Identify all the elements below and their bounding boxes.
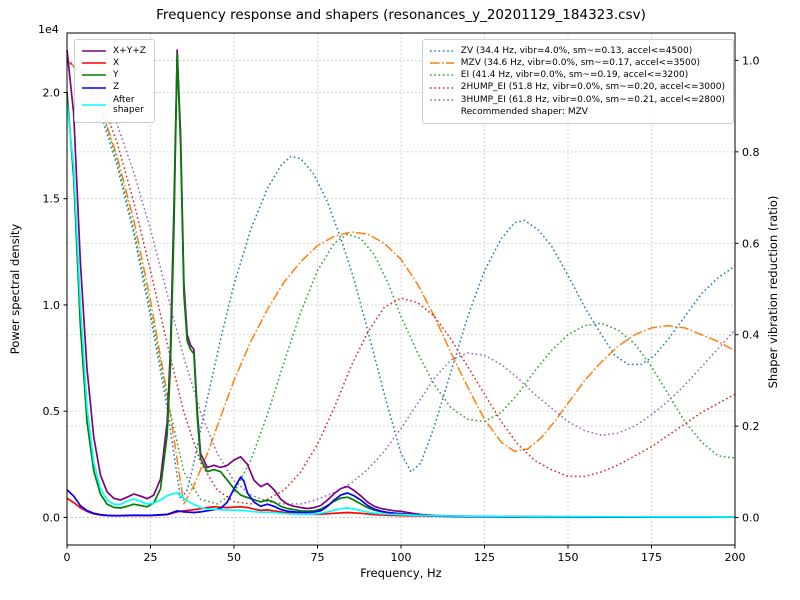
- x-tick-label: 125: [474, 551, 495, 564]
- shaper-legend: ZV (34.4 Hz, vibr=4.0%, sm~=0.13, accel<…: [421, 39, 734, 125]
- curve-after-shaper: [66, 103, 736, 518]
- y-tick-label-left: 0.0: [43, 511, 61, 524]
- shaper-legend-item: 3HUMP_EI (61.8 Hz, vibr=0.0%, sm~=0.21, …: [429, 95, 725, 106]
- shaper-legend-item: ZV (34.4 Hz, vibr=4.0%, sm~=0.13, accel<…: [429, 46, 725, 57]
- legend-line-sample: [429, 99, 454, 101]
- curve-3hump-ei: [66, 59, 736, 505]
- shaper-legend-item: 2HUMP_EI (51.8 Hz, vibr=0.0%, sm~=0.20, …: [429, 82, 725, 93]
- legend-label: 3HUMP_EI (61.8 Hz, vibr=0.0%, sm~=0.21, …: [460, 94, 725, 105]
- legend-label: ZV (34.4 Hz, vibr=4.0%, sm~=0.13, accel<…: [460, 45, 693, 56]
- shaper-legend-item: MZV (34.6 Hz, vibr=0.0%, sm~=0.17, accel…: [429, 58, 725, 69]
- y-axis-label-right: Shaper vibration reduction (ratio): [766, 195, 780, 389]
- x-tick-label: 100: [391, 551, 412, 564]
- curve-mzv: [66, 59, 736, 505]
- x-tick-label: 25: [144, 551, 158, 564]
- y-axis-offset-text: 1e4: [38, 23, 59, 36]
- legend-line-sample: [82, 104, 106, 107]
- legend-label: X: [113, 57, 120, 68]
- y-tick-label-right: 0.0: [742, 512, 760, 525]
- legend-label: 2HUMP_EI (51.8 Hz, vibr=0.0%, sm~=0.20, …: [460, 82, 725, 93]
- psd-legend-item: X: [81, 58, 146, 69]
- recommended-shaper-note: Recommended shaper: MZV: [429, 107, 725, 118]
- psd-legend: X+Y+Z X Y Z After shaper: [74, 39, 155, 123]
- x-tick-label: 175: [641, 551, 662, 564]
- shaper-legend-item: EI (41.4 Hz, vibr=0.0%, sm~=0.19, accel<…: [429, 70, 725, 81]
- x-tick-label: 75: [311, 551, 325, 564]
- x-tick-label: 200: [725, 551, 746, 564]
- y-tick-label-right: 0.4: [742, 329, 760, 342]
- legend-label: EI (41.4 Hz, vibr=0.0%, sm~=0.19, accel<…: [460, 70, 689, 81]
- psd-legend-item: X+Y+Z: [81, 46, 146, 57]
- y-tick-label-right: 0.8: [742, 146, 760, 159]
- curve-xyz: [66, 49, 736, 518]
- legend-label: Z: [113, 82, 120, 93]
- legend-line-sample: [429, 86, 454, 89]
- x-tick-label: 0: [64, 551, 71, 564]
- y-tick-label-left: 0.5: [43, 405, 61, 418]
- chart-title: Frequency response and shapers (resonanc…: [156, 7, 646, 23]
- y-tick-label-right: 0.6: [742, 237, 760, 250]
- y-axis-label-left: Power spectral density: [8, 223, 22, 355]
- legend-label: Recommended shaper: MZV: [460, 106, 588, 117]
- legend-line-sample: [429, 107, 455, 117]
- psd-legend-item: After shaper: [81, 95, 146, 117]
- psd-legend-item: Z: [81, 82, 146, 93]
- y-tick-label-left: 2.0: [43, 86, 61, 99]
- curve-z: [66, 476, 736, 519]
- legend-label: After shaper: [113, 94, 144, 116]
- legend-label: Y: [113, 70, 119, 81]
- x-axis-label: Frequency, Hz: [360, 566, 442, 580]
- legend-line-sample: [82, 74, 106, 77]
- legend-label: MZV (34.6 Hz, vibr=0.0%, sm~=0.17, accel…: [460, 57, 700, 68]
- legend-label: X+Y+Z: [113, 45, 146, 56]
- legend-line-sample: [429, 74, 454, 77]
- y-tick-label-right: 1.0: [742, 54, 760, 67]
- legend-line-sample: [82, 62, 106, 64]
- y-tick-label-left: 1.5: [43, 193, 61, 206]
- x-tick-label: 150: [558, 551, 579, 564]
- curve-2hump-ei: [66, 59, 736, 505]
- legend-line-sample: [82, 50, 106, 52]
- y-tick-label-right: 0.2: [742, 420, 760, 433]
- x-tick-label: 50: [227, 551, 241, 564]
- y-tick-label-left: 1.0: [43, 299, 61, 312]
- legend-line-sample: [82, 86, 106, 89]
- legend-line-sample: [429, 62, 454, 64]
- legend-line-sample: [429, 50, 454, 52]
- psd-legend-item: Y: [81, 70, 146, 81]
